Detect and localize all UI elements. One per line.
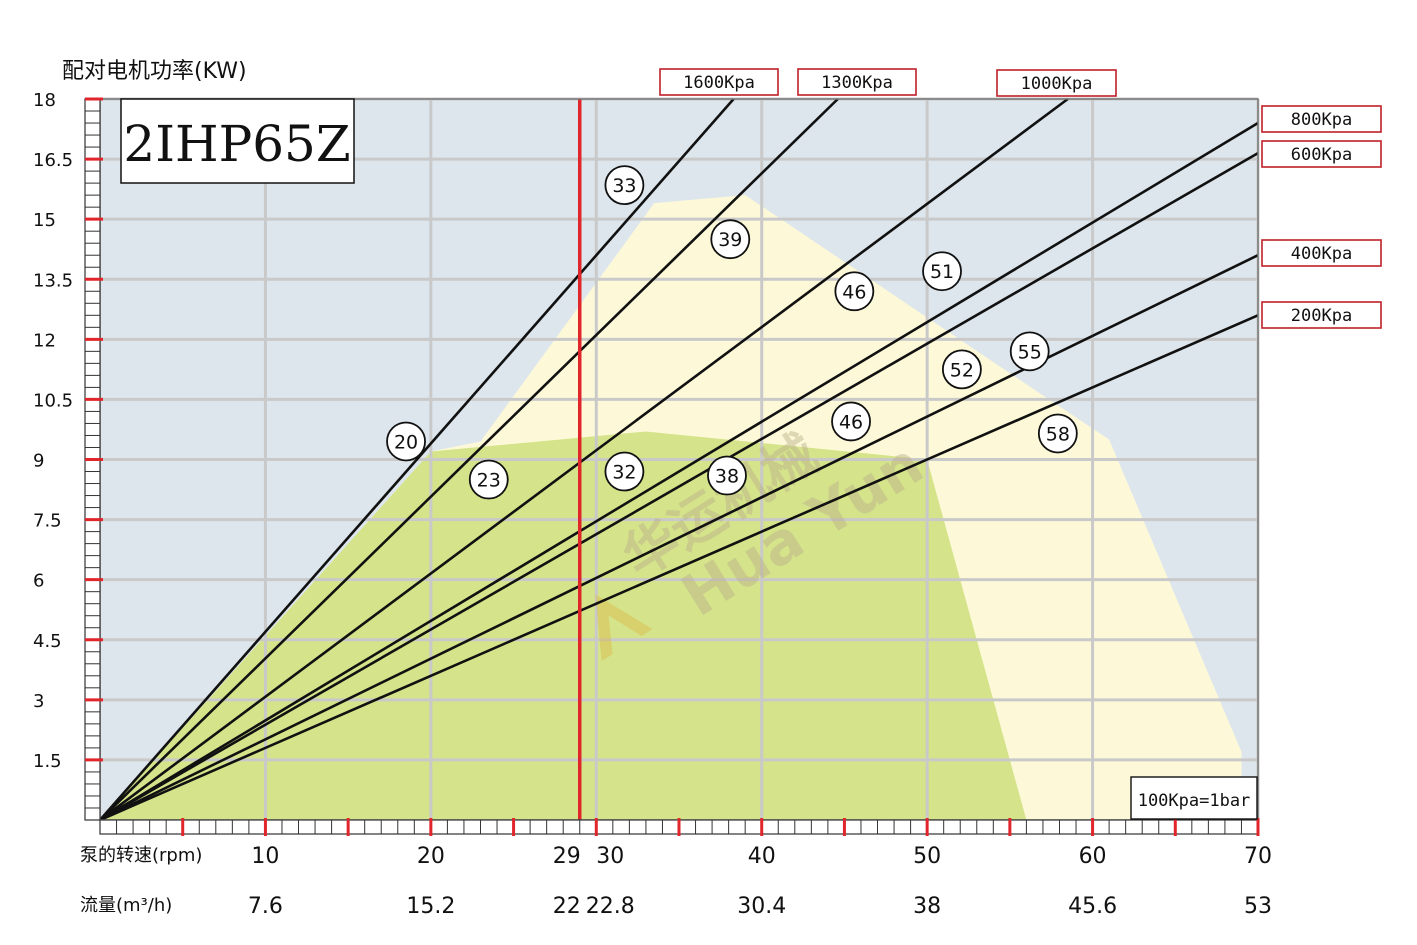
pressure-curve-1600kpa (99, 98, 735, 821)
x-tick-label: 45.6 (1068, 894, 1117, 919)
pressure-curve-400kpa (99, 254, 1259, 822)
efficiency-circle (922, 251, 962, 292)
unit-note-frame (1130, 776, 1258, 820)
efficiency-label: 52 (950, 359, 974, 381)
x-tick-label: 10 (251, 844, 279, 869)
x-row-label: 流量(m³/h) (80, 895, 172, 916)
unit-note: 100Kpa=1bar (1130, 776, 1258, 820)
y-tick-label: 13.5 (33, 270, 73, 291)
legend-box (1261, 239, 1382, 267)
y-tick-label: 9 (33, 451, 44, 472)
legend-label: 1300Kpa (821, 73, 893, 93)
pressure-curve-200kpa (99, 314, 1259, 822)
legend-label: 1600Kpa (683, 73, 755, 93)
legend-label: 800Kpa (1291, 110, 1352, 130)
efficiency-circle (707, 455, 747, 496)
efficiency-circle (1037, 413, 1078, 454)
y-tick-label: 4.5 (33, 631, 62, 652)
model-name: 2IHP65Z (123, 115, 350, 173)
efficiency-region-green (100, 431, 1027, 820)
efficiency-label: 20 (394, 431, 418, 453)
efficiency-circle (604, 451, 645, 492)
efficiency-label: 46 (842, 281, 866, 303)
efficiency-circle (386, 421, 426, 462)
x-tick-label: 30 (596, 844, 624, 869)
x-tick-label: 15.2 (406, 894, 455, 919)
x-tick-label: 70 (1244, 844, 1272, 869)
efficiency-label: 39 (718, 229, 742, 251)
x-axis-row-1: 泵的转速(rpm) 10 20 29 30 40 50 60 70 (80, 844, 1272, 869)
pressure-curve-600kpa (99, 151, 1259, 822)
efficiency-label: 23 (477, 470, 501, 492)
x-tick-label: 22 (553, 894, 581, 919)
x-tick-label: 40 (748, 844, 776, 869)
legend-box (1261, 140, 1382, 168)
efficiency-label: 58 (1046, 423, 1070, 445)
pressure-curve-1000kpa (99, 97, 1069, 822)
x-tick-label: 7.6 (248, 894, 283, 919)
efficiency-label: 55 (1018, 341, 1042, 363)
efficiency-circle (468, 459, 509, 500)
y-tick-label: 16.5 (33, 150, 73, 171)
efficiency-circle (604, 165, 645, 206)
efficiency-label: 32 (612, 462, 636, 484)
x-tick-label: 50 (913, 844, 941, 869)
x-tick-label: 53 (1244, 894, 1272, 919)
efficiency-label: 38 (715, 466, 739, 488)
legend-label: 200Kpa (1291, 306, 1352, 326)
efficiency-label: 51 (930, 261, 954, 283)
unit-note-text: 100Kpa=1bar (1138, 791, 1251, 811)
efficiency-label: 46 (839, 411, 863, 433)
y-tick-label: 1.5 (33, 751, 62, 772)
y-tick-label: 18 (33, 90, 56, 111)
y-tick-labels: 1.5 3 4.5 6 7.5 9 10.5 12 13.5 15 16.5 18 (33, 90, 73, 772)
efficiency-circle (710, 219, 751, 260)
efficiency-labels: 20 23 33 32 39 38 46 46 51 52 55 58 (386, 165, 1078, 500)
y-axis-title: 配对电机功率(KW) (62, 59, 247, 84)
x-axis-row-2: 流量(m³/h) 7.6 15.2 22 22.8 30.4 38 45.6 53 (80, 894, 1272, 919)
x-row-label: 泵的转速(rpm) (80, 845, 202, 866)
x-tick-label: 29 (553, 844, 581, 869)
pressure-curve-800kpa (99, 121, 1259, 822)
y-tick-label: 7.5 (33, 511, 62, 532)
efficiency-circle (834, 271, 875, 312)
y-tick-label: 6 (33, 571, 44, 592)
legend-box (1261, 301, 1382, 329)
y-tick-label: 3 (33, 691, 44, 712)
legend-box (1261, 105, 1382, 133)
x-tick-label: 38 (913, 894, 941, 919)
x-tick-label: 60 (1079, 844, 1107, 869)
pressure-legend: 1600Kpa 1300Kpa 1000Kpa 800Kpa 600Kpa 400Kpa 2… (659, 68, 1382, 329)
efficiency-circle (831, 401, 871, 442)
legend-box (996, 69, 1117, 97)
model-box: 2IHP65Z (120, 98, 355, 184)
legend-label: 600Kpa (1291, 145, 1352, 165)
y-tick-label: 15 (33, 210, 56, 231)
pressure-curves (99, 97, 1259, 822)
efficiency-circle (1009, 331, 1050, 372)
legend-label: 400Kpa (1291, 244, 1352, 264)
y-axis-ruler (84, 97, 103, 821)
pressure-curve-1300kpa (99, 98, 839, 821)
legend-box (659, 68, 779, 96)
efficiency-circle (941, 349, 982, 390)
efficiency-label: 33 (612, 175, 636, 197)
y-tick-label: 10.5 (33, 390, 73, 411)
legend-box (797, 68, 917, 96)
x-tick-label: 20 (417, 844, 445, 869)
legend-label: 1000Kpa (1021, 74, 1093, 94)
y-tick-label: 12 (33, 330, 56, 351)
x-tick-label: 30.4 (737, 894, 786, 919)
watermark-logo (595, 594, 653, 661)
x-tick-label: 22.8 (586, 894, 635, 919)
model-box-frame (120, 98, 355, 184)
x-axis-ruler (99, 818, 1260, 836)
